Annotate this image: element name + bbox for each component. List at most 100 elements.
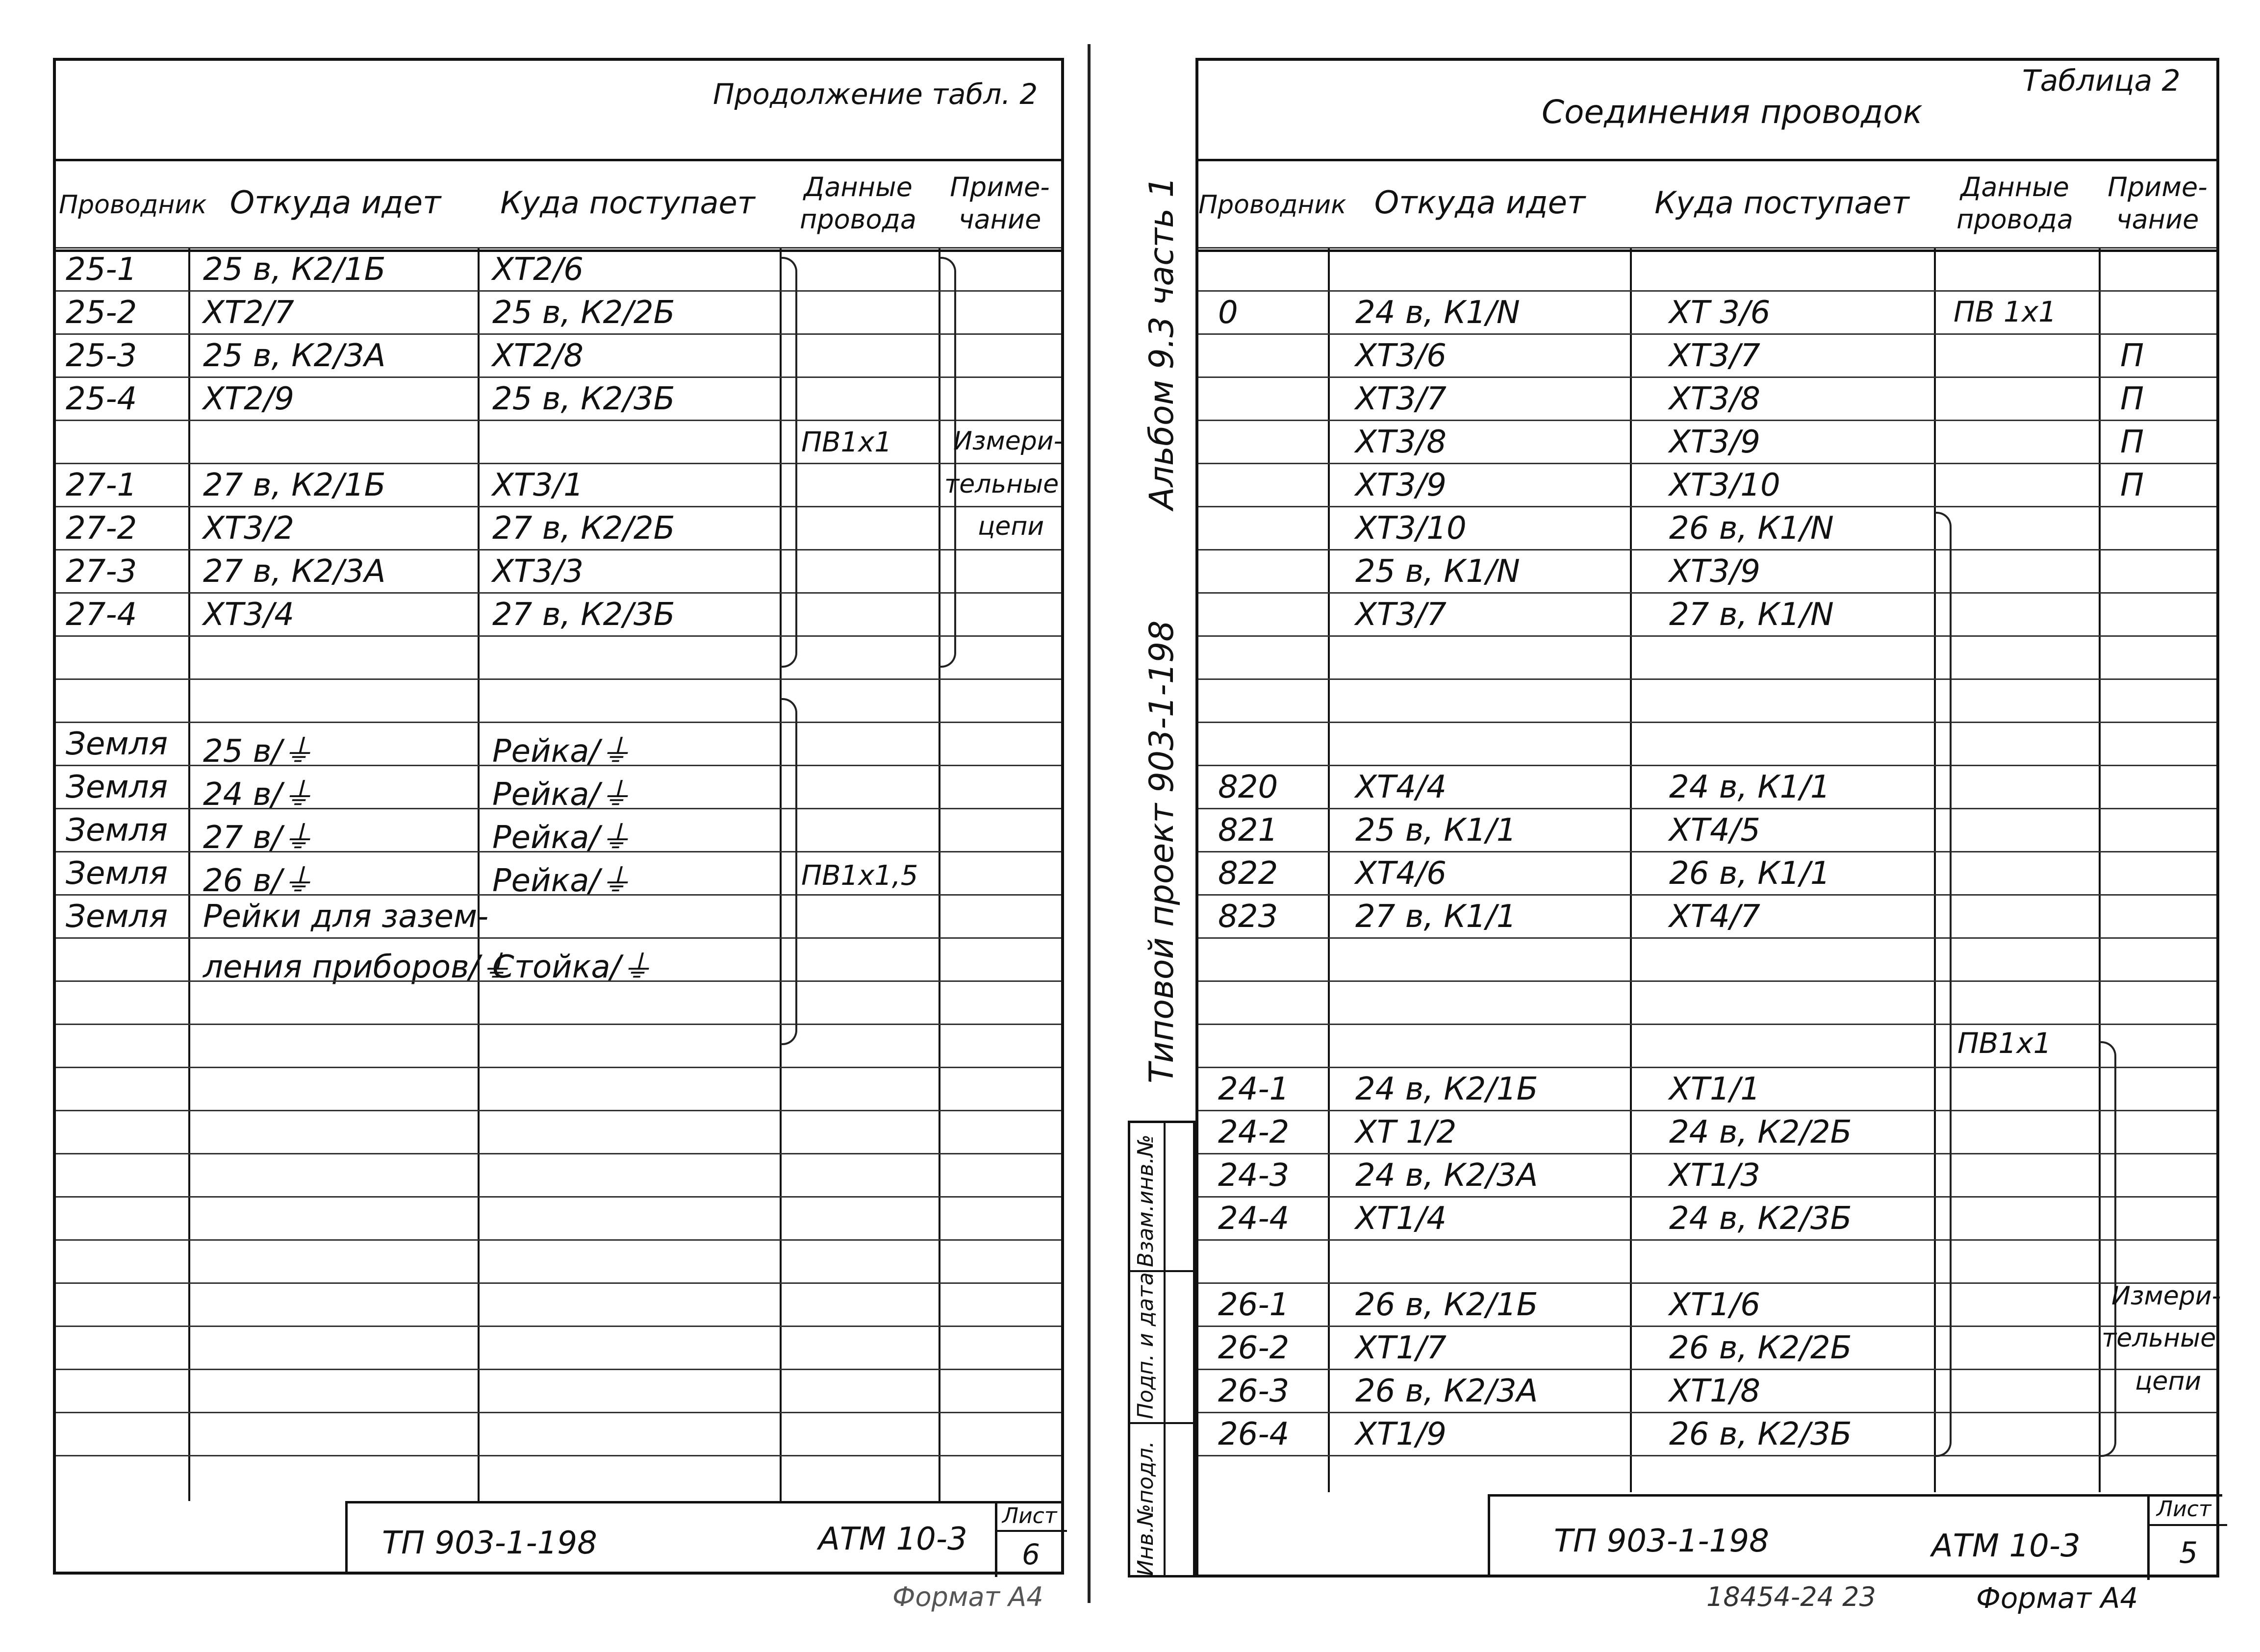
row-to: 26 в, К1/N [1669,510,1834,547]
table-row: Земля 26 в/⏚ Рейка/⏚ [56,851,1061,899]
empty-row [56,1455,1061,1500]
row-to: ХТ2/6 [492,251,584,288]
row-conductor: 24-3 [1218,1157,1290,1194]
right-stamp-code: ТП 903-1-198 [1554,1523,1769,1559]
table-row [1198,678,2216,723]
row-conductor: 27-2 [66,510,137,547]
row-from: ХТ3/4 [203,597,294,633]
row-to: ХТ3/9 [1669,424,1760,460]
table-row [1198,722,2216,766]
row-from: ХТ3/8 [1355,424,1447,460]
row-from: 26 в, К2/1Б [1355,1287,1538,1323]
row-to: ХТ1/1 [1669,1071,1760,1107]
r-wire-brace [1935,512,1952,1457]
row-conductor: 26-1 [1218,1287,1290,1323]
row-from: ХТ3/2 [203,510,294,547]
row-to: 27 в, К1/N [1669,597,1834,633]
table-row: ХТ3/6 ХТ3/7 П [1198,333,2216,378]
left-stamp-code: ТП 903-1-198 [382,1525,597,1561]
side-col-inv: Инв.№подл. [1133,1441,1158,1576]
wire-spec-1: ПВ1х1 [801,426,892,458]
row-to: ХТ3/3 [492,553,584,590]
table-row: 24-3 24 в, К2/3А ХТ1/3 [1198,1153,2216,1198]
table-row [1198,1024,2216,1068]
col-header-conductor: Проводник [59,190,207,220]
table-row: 26-1 26 в, К2/1Б ХТ1/6 [1198,1282,2216,1327]
row-conductor: 823 [1218,899,1278,935]
note-brace [940,257,956,668]
table-row [1198,1239,2216,1284]
row-conductor: 24-4 [1218,1201,1290,1237]
table-row: 24-4 ХТ1/4 24 в, К2/3Б [1198,1196,2216,1241]
table-row [1198,247,2216,292]
col-header-to: Куда поступает [500,185,755,221]
row-conductor: 27-4 [66,597,137,633]
empty-row [56,1196,1061,1241]
r-note-line-3: цепи [2135,1367,2202,1396]
table-row [56,635,1061,680]
row-to: 24 в, К1/1 [1669,769,1830,805]
r-note-brace [2100,1041,2116,1457]
table-row: ХТ3/7 ХТ3/8 П [1198,376,2216,421]
row-from: ХТ3/7 [1355,597,1447,633]
row-from: ХТ1/9 [1355,1416,1447,1452]
table-row: 820 ХТ4/4 24 в, К1/1 [1198,765,2216,809]
table-row: 823 27 в, К1/1 ХТ4/7 [1198,894,2216,939]
row-to: ХТ1/3 [1669,1157,1760,1194]
row-to: ХТ3/8 [1669,381,1760,417]
table-row: 822 ХТ4/6 26 в, К1/1 [1198,851,2216,896]
row-conductor: 26-3 [1218,1373,1290,1409]
row-from: ХТ2/9 [203,381,294,417]
row-from: 25 в/⏚ [203,733,314,770]
continuation-label: Продолжение табл. 2 [713,77,1038,111]
row-to: 26 в, К2/3Б [1669,1416,1852,1452]
row-to: 27 в, К2/3Б [492,597,675,633]
table-row: Земля 24 в/⏚ Рейка/⏚ [56,765,1061,813]
table-row: ХТ3/10 26 в, К1/N [1198,506,2216,551]
row-to: Рейка/⏚ [492,820,631,856]
row-from: 27 в/⏚ [203,820,314,856]
row-to: Рейка/⏚ [492,733,631,770]
row-to: 24 в, К2/2Б [1669,1114,1852,1151]
r-col-header-to: Куда поступает [1654,185,1909,221]
table-row: 0 24 в, К1/N ХТ 3/6 [1198,290,2216,335]
table-row: ХТ3/9 ХТ3/10 П [1198,463,2216,507]
note-line-2: тельные [944,470,1059,499]
row-from: ХТ1/4 [1355,1201,1447,1237]
row-from: 26 в, К2/3А [1355,1373,1538,1409]
row-conductor: Земля [66,769,168,805]
row-to: ХТ3/9 [1669,553,1760,590]
note-line-1: Измери- [953,426,1063,456]
row-from: 27 в, К2/3А [203,553,386,590]
table-row: ления приборов/⏚ Стойка/⏚ [56,937,1061,985]
r-col-header-wire: Данные провода [1956,172,2073,235]
left-format: Формат А4 [892,1581,1043,1612]
empty-row [56,1412,1061,1456]
table-row: 27-3 27 в, К2/3А ХТ3/3 [56,549,1061,594]
row-conductor: 0 [1218,295,1238,331]
table-row: 26-3 26 в, К2/3А ХТ1/8 [1198,1369,2216,1413]
row-to: ХТ4/5 [1669,812,1760,849]
row-from: ХТ4/4 [1355,769,1447,805]
row-conductor: 24-1 [1218,1071,1290,1107]
row-note: П [2120,424,2144,460]
right-stamp-doc: АТМ 10-3 [1931,1528,2081,1564]
row-from: ХТ3/6 [1355,338,1447,374]
row-conductor: 820 [1218,769,1278,805]
table-row [1198,980,2216,1025]
row-from: 26 в/⏚ [203,863,314,899]
row-to: 25 в, К2/2Б [492,295,675,331]
row-from: 25 в, К2/3А [203,338,386,374]
side-project: Типовой проект 903-1-198 [1143,620,1181,1083]
row-conductor: 822 [1218,855,1278,892]
table-row: Земля 25 в/⏚ Рейка/⏚ [56,722,1061,770]
row-conductor: Земля [66,899,168,935]
row-from: 27 в, К2/1Б [203,467,386,503]
table-row: 24-1 24 в, К2/1Б ХТ1/1 [1198,1067,2216,1111]
table-row: 821 25 в, К1/1 ХТ4/5 [1198,808,2216,852]
row-from: 24 в, К2/1Б [1355,1071,1538,1107]
table-row: 25-2 ХТ2/7 25 в, К2/2Б [56,290,1061,335]
row-conductor: Земля [66,855,168,892]
row-from: ления приборов/⏚ [203,949,511,985]
table-row [1198,635,2216,680]
